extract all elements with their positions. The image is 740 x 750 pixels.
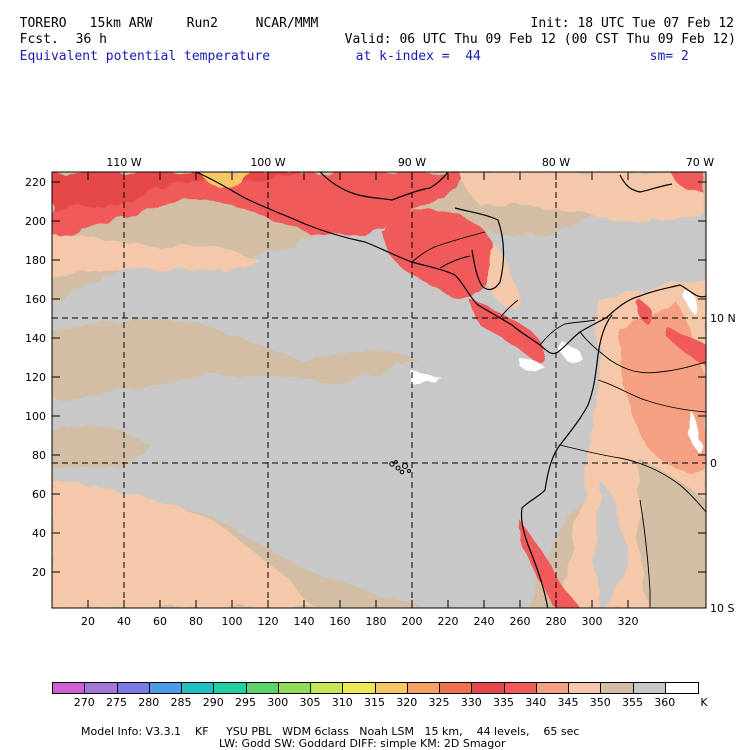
x-tick-label: 140 (294, 615, 315, 628)
forecast-hours: 36 h (75, 32, 107, 47)
axis-labels: 20 40 60 80 100 120 140 160 180 200 220 240 260 280 30… (25, 156, 736, 628)
colorbar-label: 340 (525, 696, 547, 709)
level-label: at k-index = 44 (355, 49, 481, 64)
colorbar-swatch (148, 682, 182, 694)
colorbar-label: 330 (460, 696, 482, 709)
colorbar-label: 285 (170, 696, 192, 709)
colorbar-unit: K (700, 696, 708, 709)
colorbar-label: 300 (267, 696, 289, 709)
colorbar-swatch (406, 682, 440, 694)
coastlines (195, 172, 706, 608)
plot-frame (51, 171, 707, 609)
x-tick-label: 220 (438, 615, 459, 628)
colorbar-label: 315 (364, 696, 385, 709)
colorbar-label: 290 (202, 696, 224, 709)
y-tick-label: 80 (32, 449, 46, 462)
y-tick-label: 220 (25, 176, 46, 189)
y-tick-label: 20 (32, 566, 46, 579)
colorbar-label: 355 (622, 696, 643, 709)
colorbar-swatch (503, 682, 537, 694)
field-name: Equivalent potential temperature (19, 49, 271, 64)
x-tick-label: 60 (153, 615, 167, 628)
x-tick-label: 320 (618, 615, 639, 628)
field-shading (52, 172, 706, 608)
colorbar-label: 310 (331, 696, 353, 709)
latitude-label: 0 (710, 457, 717, 470)
y-tick-label: 40 (32, 527, 46, 540)
x-tick-label: 180 (366, 615, 387, 628)
forecast-label: Fcst. (19, 32, 59, 47)
colorbar-swatch (632, 682, 666, 694)
smoothing-label: sm= 2 (649, 49, 689, 64)
borders (411, 231, 706, 608)
model-info-line: Model Info: V3.3.1 KF YSU PBL WDM 6class… (81, 725, 580, 738)
longitude-label: 100 W (250, 156, 285, 169)
colorbar-swatch (439, 682, 473, 694)
colorbar-swatch (181, 682, 215, 694)
axis-ticks (52, 172, 706, 608)
latitude-label: 10 S (710, 602, 734, 615)
colorbar-label: 335 (493, 696, 514, 709)
x-tick-label: 280 (546, 615, 567, 628)
y-tick-label: 60 (32, 488, 46, 501)
colorbar-swatch (52, 682, 86, 694)
init-time: Init: 18 UTC Tue 07 Feb 12 (530, 16, 735, 31)
colorbar-swatch (568, 682, 602, 694)
model-resolution: 15km ARW (89, 16, 153, 31)
colorbar-label: 320 (396, 696, 418, 709)
longitude-label: 70 W (686, 156, 714, 169)
x-tick-label: 20 (81, 615, 95, 628)
x-tick-label: 80 (189, 615, 203, 628)
latlon-grid (52, 172, 706, 608)
colorbar-swatch (342, 682, 376, 694)
colorbar-swatch (213, 682, 247, 694)
colorbar-swatch (664, 682, 699, 694)
colorbar-label: 305 (299, 696, 321, 709)
run-label: Run2 (186, 16, 218, 31)
colorbar-swatch (471, 682, 505, 694)
center-label: NCAR/MMM (255, 16, 319, 31)
colorbar-label: 350 (589, 696, 611, 709)
colorbar-swatch (245, 682, 279, 694)
x-tick-label: 300 (582, 615, 603, 628)
colorbar-swatch (535, 682, 569, 694)
y-tick-label: 140 (25, 332, 46, 345)
valid-time: Valid: 06 UTC Thu 09 Feb 12 (00 CST Thu … (344, 32, 736, 47)
y-tick-label: 180 (25, 254, 46, 267)
x-tick-label: 200 (402, 615, 423, 628)
y-tick-label: 120 (25, 371, 46, 384)
colorbar-swatch (310, 682, 344, 694)
colorbar-swatch (374, 682, 408, 694)
y-tick-label: 100 (25, 410, 46, 423)
longitude-label: 80 W (542, 156, 570, 169)
colorbar-label: 360 (654, 696, 676, 709)
x-tick-label: 260 (510, 615, 531, 628)
physics-info-line: LW: Godd SW: Goddard DIFF: simple KM: 2D… (219, 737, 506, 750)
colorbar-swatch (84, 682, 118, 694)
y-tick-label: 160 (25, 293, 46, 306)
x-tick-label: 240 (474, 615, 495, 628)
colorbar-label: 325 (428, 696, 450, 709)
x-tick-label: 160 (330, 615, 351, 628)
colorbar-label: 280 (138, 696, 160, 709)
longitude-label: 90 W (398, 156, 426, 169)
latitude-label: 10 N (710, 312, 736, 325)
x-tick-label: 100 (222, 615, 243, 628)
model-name: TORERO (19, 16, 67, 31)
colorbar-label: 295 (235, 696, 256, 709)
x-tick-label: 120 (258, 615, 279, 628)
y-tick-label: 200 (25, 215, 46, 228)
colorbar-swatch (600, 682, 634, 694)
colorbar-swatch (116, 682, 150, 694)
colorbar-label: 270 (73, 696, 95, 709)
x-tick-label: 40 (117, 615, 131, 628)
colorbar-swatch (277, 682, 311, 694)
colorbar-label: 275 (106, 696, 127, 709)
longitude-label: 110 W (106, 156, 141, 169)
colorbar-label: 345 (557, 696, 579, 709)
